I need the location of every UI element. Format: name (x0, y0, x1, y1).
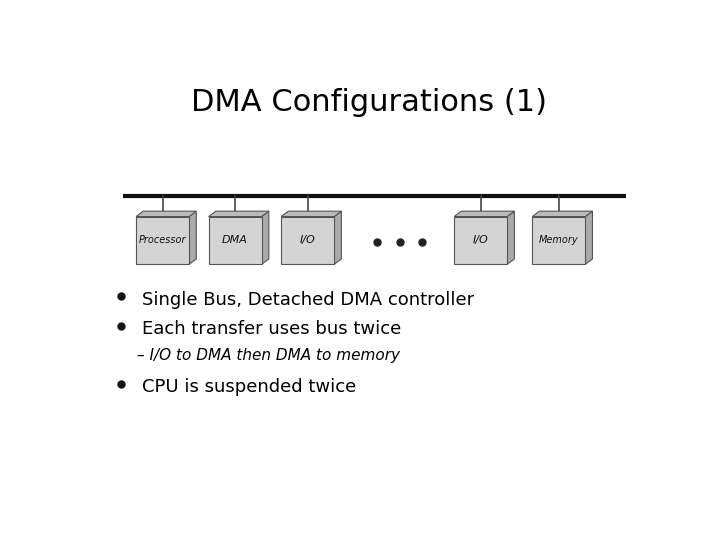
FancyBboxPatch shape (532, 217, 585, 265)
Text: Memory: Memory (539, 235, 579, 246)
Text: DMA: DMA (222, 235, 248, 246)
FancyBboxPatch shape (136, 217, 189, 265)
Text: DMA Configurations (1): DMA Configurations (1) (191, 87, 547, 117)
Polygon shape (532, 211, 593, 217)
FancyBboxPatch shape (281, 217, 334, 265)
Polygon shape (334, 211, 341, 265)
Polygon shape (507, 211, 514, 265)
Polygon shape (261, 211, 269, 265)
FancyBboxPatch shape (454, 217, 507, 265)
Polygon shape (585, 211, 593, 265)
Text: Processor: Processor (139, 235, 186, 246)
Polygon shape (209, 211, 269, 217)
Text: I/O: I/O (473, 235, 488, 246)
Text: Each transfer uses bus twice: Each transfer uses bus twice (142, 320, 401, 338)
Polygon shape (189, 211, 197, 265)
Text: I/O: I/O (300, 235, 315, 246)
Polygon shape (454, 211, 514, 217)
Text: CPU is suspended twice: CPU is suspended twice (142, 378, 356, 396)
Polygon shape (136, 211, 197, 217)
Text: – I/O to DMA then DMA to memory: – I/O to DMA then DMA to memory (138, 348, 400, 363)
Text: Single Bus, Detached DMA controller: Single Bus, Detached DMA controller (142, 291, 474, 309)
FancyBboxPatch shape (209, 217, 261, 265)
Polygon shape (281, 211, 341, 217)
